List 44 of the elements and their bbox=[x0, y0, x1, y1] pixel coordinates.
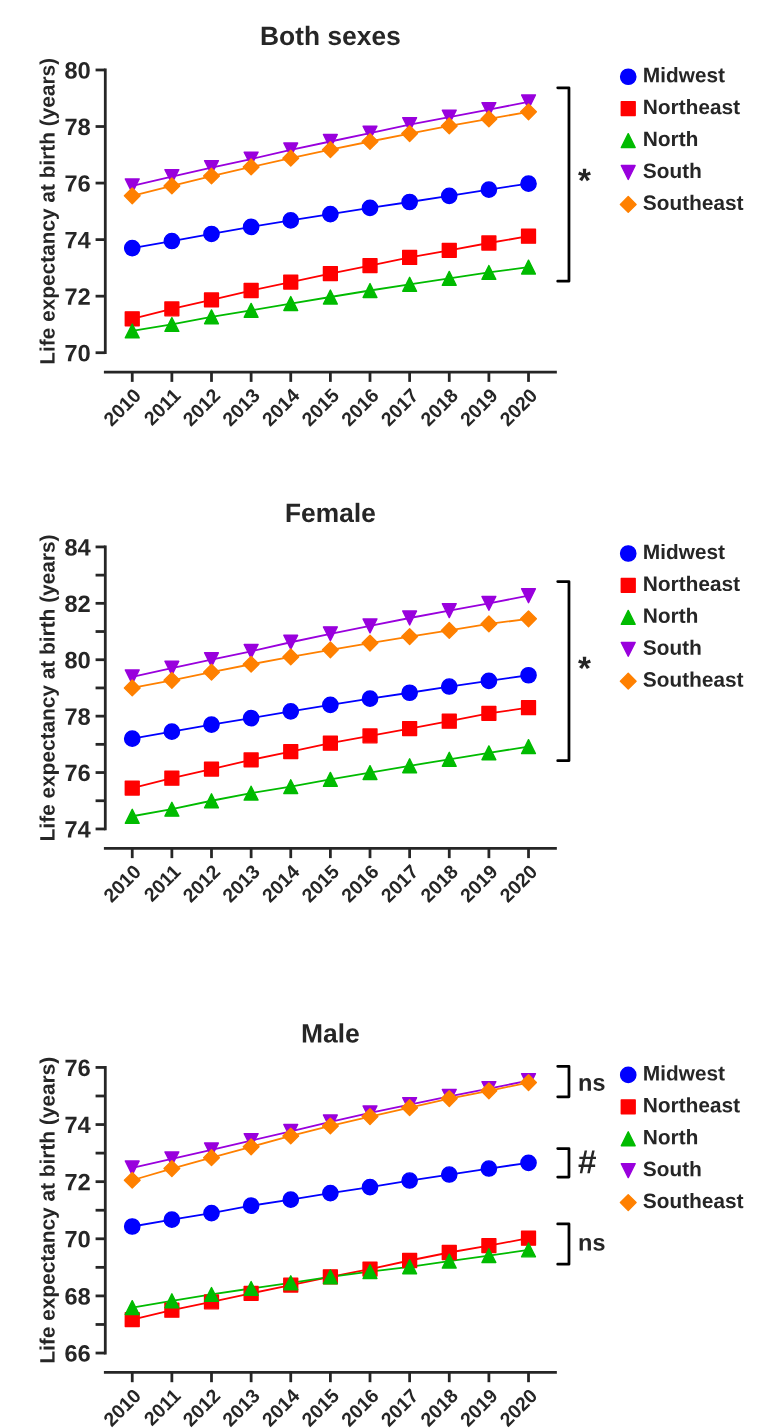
annotation: * bbox=[578, 656, 591, 670]
legend-label: Southeast bbox=[643, 1192, 744, 1209]
y-tick-label: 80 bbox=[65, 651, 90, 669]
legend-label: Northeast bbox=[644, 1097, 740, 1113]
y-tick-label: 78 bbox=[65, 708, 90, 725]
annotation: ns bbox=[579, 1077, 605, 1091]
y-tick-label: 80 bbox=[65, 62, 90, 79]
y-tick-label: 76 bbox=[65, 764, 90, 782]
y-tick-label: 76 bbox=[65, 175, 90, 192]
y-tick-label: 68 bbox=[65, 1287, 90, 1305]
y-tick-label: 72 bbox=[65, 1173, 90, 1191]
legend-label: North bbox=[644, 607, 698, 624]
y-tick-label: 74 bbox=[65, 821, 91, 838]
y-tick-label: 76 bbox=[65, 1059, 90, 1077]
y-tick-label: 72 bbox=[65, 288, 90, 305]
y-axis-title: Life expectancy at birth (years) bbox=[39, 58, 59, 364]
y-tick-label: 84 bbox=[65, 538, 91, 556]
chart-title: Male bbox=[302, 1023, 359, 1043]
legend-label: Southeast bbox=[643, 671, 744, 687]
legend-label: Southeast bbox=[643, 194, 744, 211]
legend-label: Midwest bbox=[644, 67, 725, 83]
legend-label: Northeast bbox=[644, 575, 740, 592]
legend-label: Midwest bbox=[644, 1065, 725, 1081]
chart-title: Female bbox=[286, 502, 375, 523]
y-tick-label: 82 bbox=[65, 595, 90, 613]
legend-label: South bbox=[643, 162, 701, 179]
annotation: * bbox=[578, 168, 591, 182]
y-tick-label: 70 bbox=[65, 344, 90, 362]
chart-title: Both sexes bbox=[261, 25, 400, 46]
legend-label: Northeast bbox=[644, 99, 740, 115]
legend-label: North bbox=[644, 130, 698, 147]
annotation: ns bbox=[579, 1237, 605, 1251]
y-tick-label: 70 bbox=[65, 1230, 90, 1248]
y-tick-label: 74 bbox=[65, 1116, 91, 1134]
y-axis-title: Life expectancy at birth (years) bbox=[39, 535, 59, 840]
y-tick-label: 66 bbox=[65, 1345, 90, 1362]
y-tick-label: 74 bbox=[65, 231, 91, 249]
annotation: # bbox=[578, 1150, 596, 1174]
legend-label: South bbox=[643, 639, 701, 655]
legend-label: North bbox=[644, 1129, 698, 1145]
y-axis-title: Life expectancy at birth (years) bbox=[39, 1057, 59, 1363]
legend-label: South bbox=[643, 1161, 701, 1177]
legend-label: Midwest bbox=[644, 543, 725, 560]
y-tick-label: 78 bbox=[65, 118, 90, 136]
